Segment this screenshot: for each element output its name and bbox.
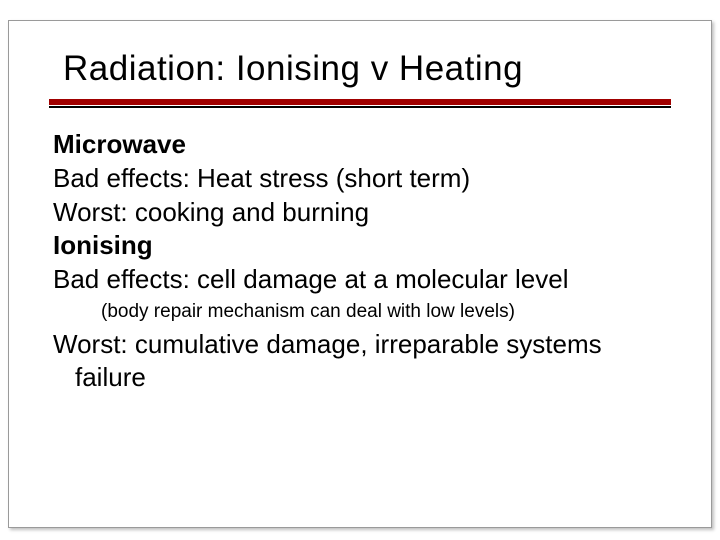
accent-underline [49,99,671,105]
slide-inner: Radiation: Ionising v Heating Microwave … [9,21,711,423]
slide-title: Radiation: Ionising v Heating [63,49,671,89]
section-heading-ionising: Ionising [53,229,671,263]
body-text: Worst: cumulative damage, irreparable sy… [53,328,671,396]
thin-underline [49,106,671,108]
section-heading-microwave: Microwave [53,128,671,162]
body-text: Worst: cooking and burning [53,196,671,230]
slide-frame: Radiation: Ionising v Heating Microwave … [8,20,712,528]
body-text: Bad effects: cell damage at a molecular … [53,263,671,297]
body-subtext: (body repair mechanism can deal with low… [101,299,671,326]
body-block: Microwave Bad effects: Heat stress (shor… [53,128,671,395]
body-text: Bad effects: Heat stress (short term) [53,162,671,196]
